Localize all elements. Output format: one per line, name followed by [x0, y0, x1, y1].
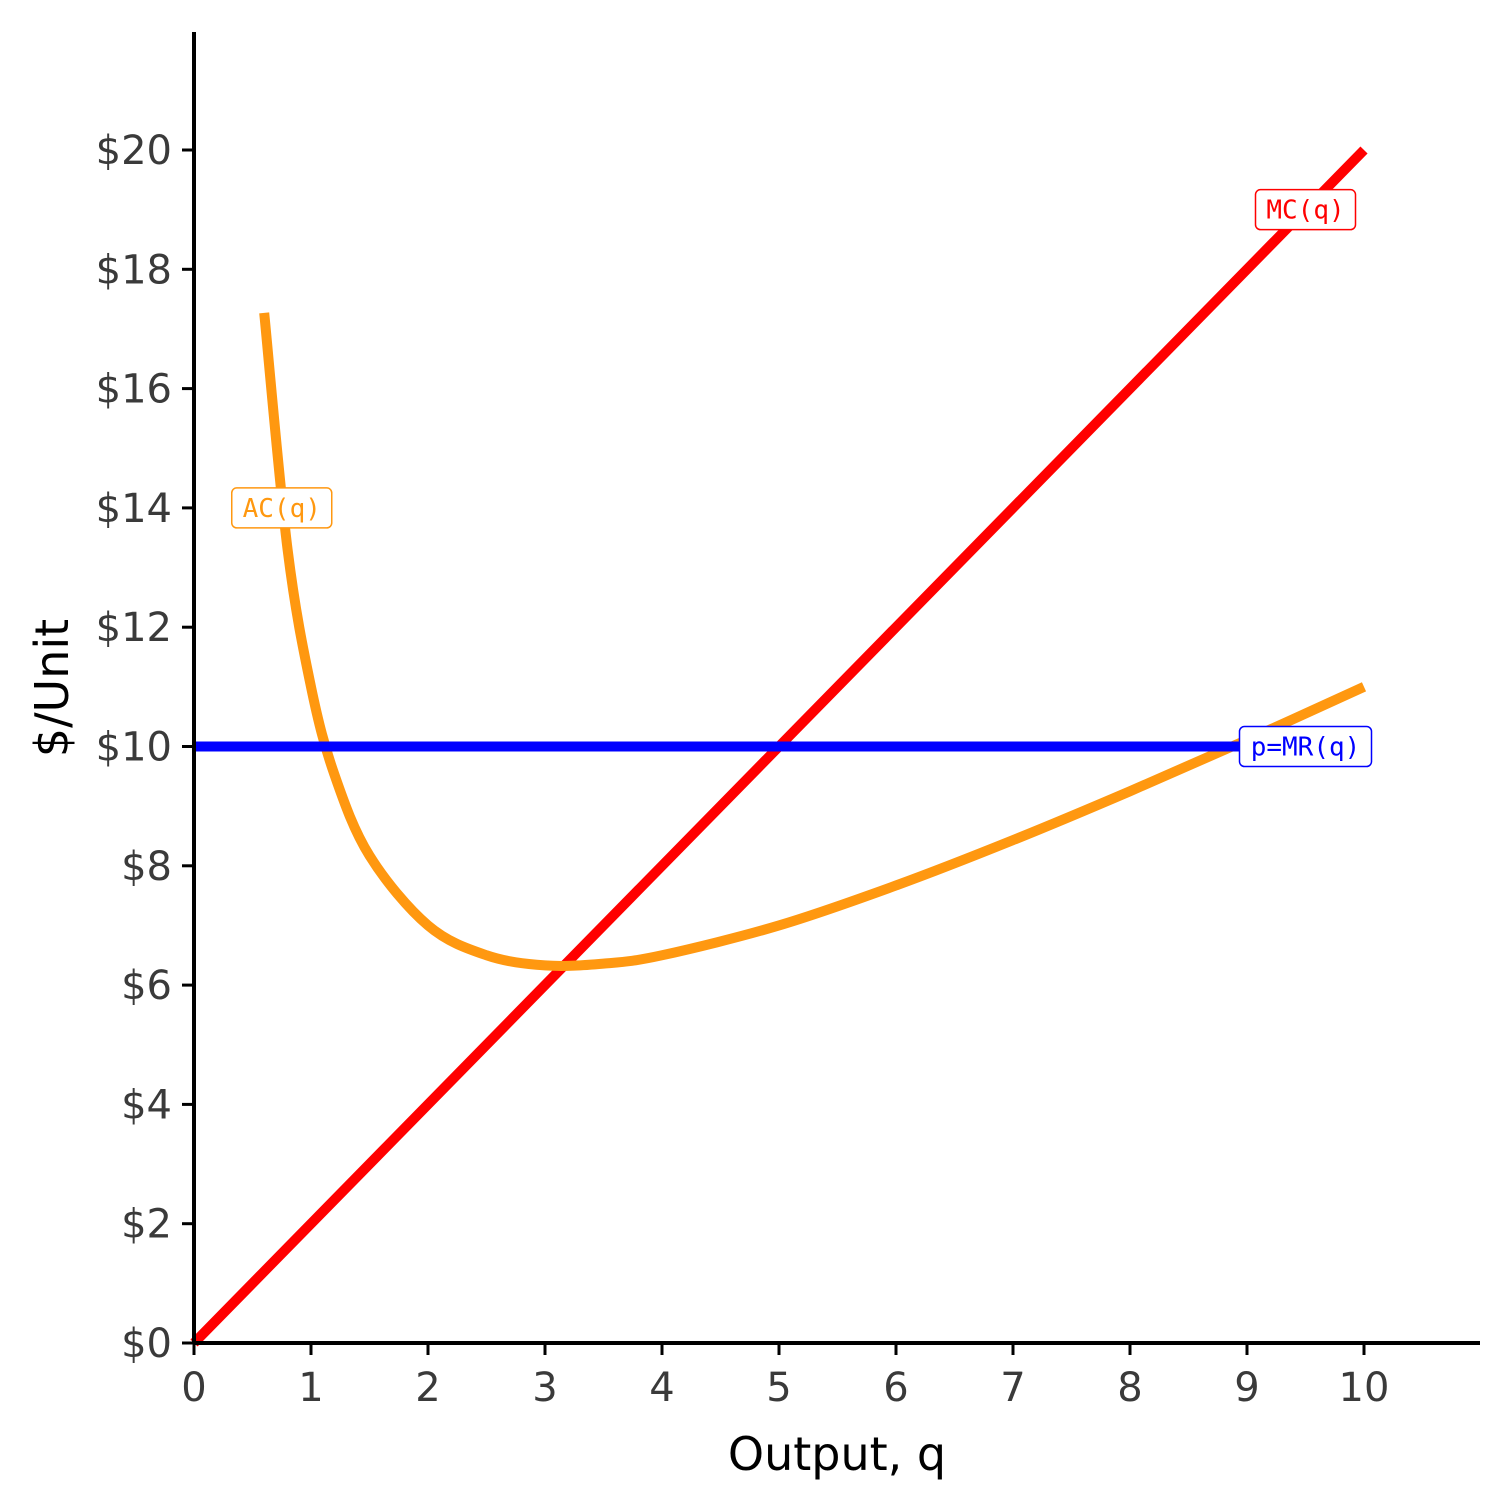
y-tick-label: $18 [96, 247, 172, 293]
y-tick-label: $8 [121, 844, 172, 890]
x-tick-label: 3 [532, 1365, 557, 1411]
x-tick-label: 5 [766, 1365, 791, 1411]
curves-layer [190, 146, 1368, 1347]
y-tick-label: $4 [121, 1082, 172, 1128]
y-axis-title: $/Unit [25, 619, 79, 757]
y-tick-label: $2 [121, 1202, 172, 1248]
label-text: MC(q) [1266, 196, 1344, 226]
x-tick-label: 9 [1234, 1365, 1259, 1411]
ticks-layer: 0 1 2 3 4 5 6 7 8 9 10 $0 $2 $4 $6 $8 $10 $12 $14 $16 $18 $20 [96, 128, 1390, 1411]
x-axis-title: Output, q [728, 1427, 946, 1481]
x-tick-label: 6 [883, 1365, 908, 1411]
label-box [231, 487, 333, 529]
y-tick-label: $14 [96, 486, 172, 532]
x-tick-label: 7 [1000, 1365, 1025, 1411]
curve-ac-q [259, 312, 1367, 971]
label-ac-q: AC(q) [231, 487, 333, 529]
y-tick-label: $6 [121, 963, 172, 1009]
curve-labels-layer: MC(q) AC(q) p=MR(q) [231, 188, 1373, 768]
x-tick-label: 0 [181, 1365, 206, 1411]
label-mc-q: MC(q) [1254, 188, 1357, 231]
label-box [1238, 725, 1373, 768]
y-tick-label: $0 [121, 1321, 172, 1367]
label-text: p=MR(q) [1251, 733, 1361, 763]
label-text: AC(q) [243, 494, 321, 524]
x-tick-label: 2 [415, 1365, 440, 1411]
y-tick-label: $10 [96, 725, 172, 771]
y-tick-label: $16 [96, 367, 172, 413]
axes-layer [192, 32, 1480, 1345]
label-box [1254, 188, 1357, 231]
label-p-mr-q: p=MR(q) [1238, 725, 1373, 768]
x-tick-label: 4 [649, 1365, 674, 1411]
y-tick-label: $20 [96, 128, 172, 174]
y-tick-label: $12 [96, 605, 172, 651]
x-tick-label: 1 [298, 1365, 323, 1411]
x-tick-label: 10 [1339, 1365, 1390, 1411]
x-tick-label: 8 [1117, 1365, 1142, 1411]
